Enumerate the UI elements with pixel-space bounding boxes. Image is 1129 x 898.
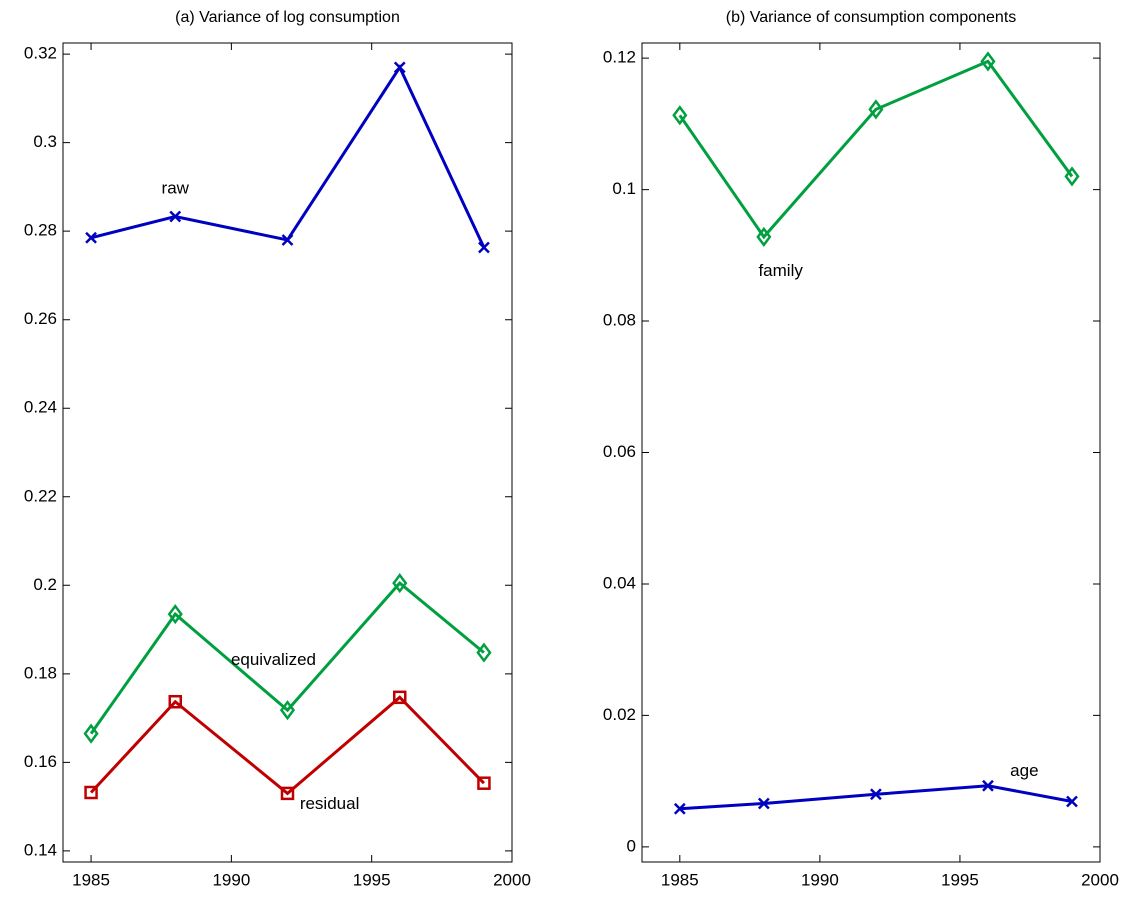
data-point	[868, 99, 884, 120]
series-label: raw	[162, 179, 190, 198]
data-point	[757, 797, 770, 810]
data-point	[279, 700, 296, 721]
data-point	[870, 788, 882, 801]
marker-diamond	[672, 105, 688, 126]
marker-diamond	[756, 226, 772, 247]
series-label: age	[1010, 761, 1038, 780]
marker-x	[281, 234, 294, 246]
data-point	[169, 210, 182, 223]
data-point	[393, 61, 406, 74]
marker-square	[84, 785, 98, 800]
marker-x	[85, 231, 97, 244]
series-line	[90, 64, 486, 249]
chart-title: (a) Variance of log consumption	[175, 9, 400, 26]
marker-diamond	[167, 604, 183, 625]
x-tick-label: 1985	[661, 870, 699, 889]
data-point	[476, 642, 492, 663]
y-tick-label: 0.2	[33, 575, 57, 594]
marker-x	[982, 779, 994, 792]
series-line	[678, 59, 1074, 240]
series-label: equivalized	[231, 650, 316, 669]
data-point	[85, 231, 97, 244]
marker-diamond	[392, 573, 408, 594]
marker-x	[870, 788, 882, 801]
data-point	[393, 690, 407, 705]
data-point	[281, 234, 294, 246]
y-tick-label: 0.22	[24, 486, 57, 505]
y-tick-label: 0.06	[603, 442, 636, 461]
y-tick-label: 0.12	[603, 48, 636, 67]
y-tick-label: 0.04	[603, 573, 636, 592]
marker-x	[478, 241, 490, 254]
data-point	[84, 785, 98, 800]
y-tick-label: 0.32	[24, 44, 57, 63]
data-point	[168, 694, 182, 709]
marker-square	[393, 690, 407, 705]
y-tick-label: 0.14	[24, 840, 57, 859]
marker-diamond	[83, 723, 99, 744]
marker-x	[1066, 795, 1078, 808]
data-point	[478, 241, 490, 254]
series-line	[89, 581, 485, 735]
marker-diamond	[980, 51, 996, 72]
marker-diamond	[279, 700, 296, 721]
marker-x	[169, 210, 182, 223]
x-tick-label: 2000	[1081, 870, 1119, 889]
marker-diamond	[1064, 166, 1080, 187]
y-tick-label: 0.24	[24, 398, 57, 417]
marker-diamond	[868, 99, 884, 120]
series-label: family	[758, 261, 803, 280]
x-tick-label: 1990	[212, 870, 250, 889]
series-line	[89, 695, 486, 796]
marker-square	[280, 786, 295, 801]
y-tick-label: 0.28	[24, 221, 57, 240]
marker-x	[393, 61, 406, 74]
plot-frame	[641, 42, 1101, 863]
y-tick-label: 0.08	[603, 311, 636, 330]
y-tick-label: 0.3	[33, 132, 57, 151]
chart-title: (b) Variance of consumption components	[726, 9, 1017, 26]
y-tick-label: 0.16	[24, 752, 57, 771]
x-tick-label: 2000	[493, 870, 531, 889]
y-tick-label: 0	[627, 836, 636, 855]
data-point	[672, 105, 688, 126]
marker-diamond	[476, 642, 492, 663]
data-point	[673, 802, 686, 815]
data-point	[1066, 795, 1078, 808]
x-tick-label: 1990	[801, 870, 839, 889]
marker-x	[757, 797, 770, 810]
data-point	[477, 776, 491, 790]
data-point	[167, 604, 183, 625]
data-point	[83, 723, 99, 744]
x-tick-label: 1995	[353, 870, 391, 889]
series-line	[679, 784, 1073, 811]
y-tick-label: 0.02	[603, 705, 636, 724]
x-tick-label: 1995	[941, 870, 979, 889]
marker-x	[673, 802, 686, 815]
data-point	[982, 779, 994, 792]
data-point	[392, 573, 408, 594]
y-tick-label: 0.18	[24, 663, 57, 682]
plot-frame	[62, 42, 513, 863]
y-tick-label: 0.26	[24, 309, 57, 328]
data-point	[980, 51, 996, 72]
y-tick-label: 0.1	[612, 179, 636, 198]
marker-square	[168, 694, 182, 709]
data-point	[1064, 166, 1080, 187]
data-point	[756, 226, 772, 247]
series-label: residual	[300, 794, 360, 813]
data-point	[280, 786, 295, 801]
x-tick-label: 1985	[72, 870, 110, 889]
marker-square	[477, 776, 491, 790]
